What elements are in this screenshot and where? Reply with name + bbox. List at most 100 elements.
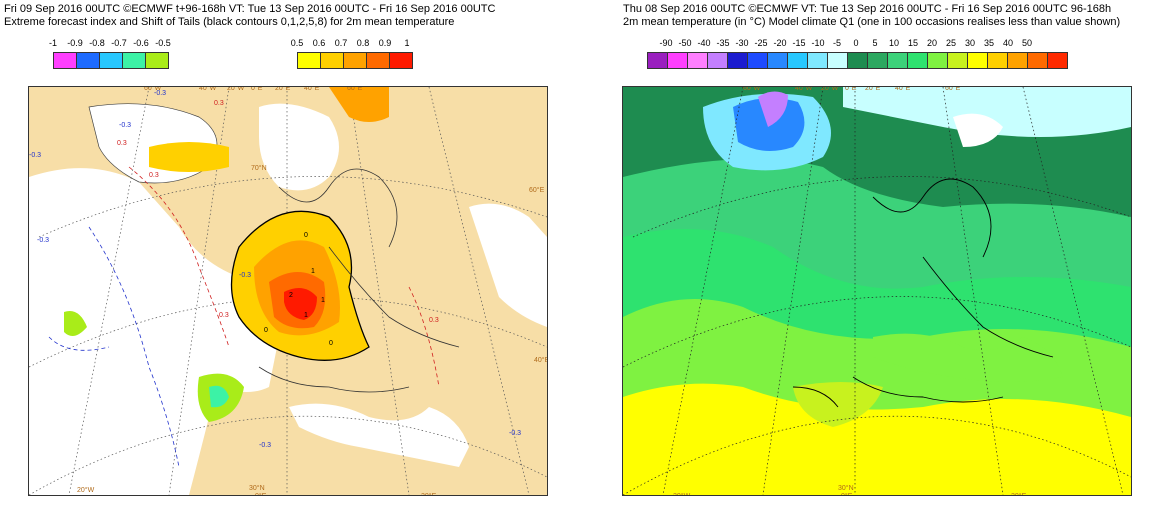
- climate-tick-label: 40: [1002, 38, 1013, 48]
- efi-bottom-geo-label: 20°W: [77, 487, 95, 494]
- climate-swatch: [887, 52, 908, 69]
- climate-swatch: [707, 52, 728, 69]
- efi-pos-tick-label: 0.5: [290, 38, 304, 48]
- climate-tick-label: -40: [697, 38, 711, 48]
- efi-neg-swatch: [53, 52, 77, 69]
- climate-tick-label: 15: [907, 38, 918, 48]
- climate-swatch: [907, 52, 928, 69]
- climate-top-geo-label: 0°E: [845, 86, 857, 92]
- climate-top-geo-label: 20°W: [821, 86, 839, 92]
- efi-top-geo-label: 20°E: [275, 86, 291, 92]
- efi-pos-tick-label: 0.9: [378, 38, 392, 48]
- climate-tick-label: -50: [678, 38, 692, 48]
- climate-top-geo-label: 60°E: [945, 86, 961, 92]
- climate-side-geo-label: 40°E: [1131, 357, 1132, 364]
- efi-panel: Fri 09 Sep 2016 00UTC ©ECMWF t+96-168h V…: [4, 3, 548, 496]
- climate-tick-label: -25: [754, 38, 768, 48]
- efi-map[interactable]: -0.3 0.3 0.3 -0.3 -0.3 0.3 -0.3 0.3 -0.3 -0.3 0.3 -…: [28, 86, 548, 496]
- efi-pos-tick-label: 0.7: [334, 38, 348, 48]
- efi-neg-swatch: [99, 52, 123, 69]
- climate-panel: Thu 08 Sep 2016 00UTC ©ECMWF VT: Tue 13 …: [576, 0, 1152, 509]
- efi-neg-tick-label: -0.5: [155, 38, 171, 48]
- climate-swatch: [1047, 52, 1068, 69]
- climate-top-geo-label: 20°E: [865, 86, 881, 92]
- climate-tick-label: -20: [773, 38, 787, 48]
- efi-side-geo-label: 60°E: [529, 187, 545, 194]
- efi-contour-label: -0.3: [509, 430, 521, 437]
- climate-swatch: [687, 52, 708, 69]
- climate-map[interactable]: 60°W40°W20°W0°E20°E40°E60°E 60°W40°W60°E…: [622, 86, 1132, 496]
- climate-swatch: [767, 52, 788, 69]
- climate-swatch: [1027, 52, 1048, 69]
- climate-title-line2: 2m mean temperature (in °C) Model climat…: [623, 16, 1121, 28]
- climate-tick-label: -15: [792, 38, 806, 48]
- efi-pos-tick-label: 0.6: [312, 38, 326, 48]
- efi-map-svg: -0.3 0.3 0.3 -0.3 -0.3 0.3 -0.3 0.3 -0.3 -0.3 0.3 -…: [29, 87, 547, 495]
- climate-tick-label: -90: [659, 38, 673, 48]
- climate-swatch: [947, 52, 968, 69]
- climate-tick-label: 35: [983, 38, 994, 48]
- climate-tick-label: 10: [888, 38, 899, 48]
- efi-contour-label: 0.3: [214, 100, 224, 107]
- climate-tick-label: 50: [1021, 38, 1032, 48]
- climate-swatch: [847, 52, 868, 69]
- climate-swatch: [1007, 52, 1028, 69]
- climate-swatch: [987, 52, 1008, 69]
- climate-tick-label: 25: [945, 38, 956, 48]
- climate-bottom-geo-label: 30°N: [838, 485, 854, 492]
- climate-tick-label: 0: [853, 38, 859, 48]
- efi-contour-label: 0.3: [219, 312, 229, 319]
- efi-bottom-geo-label: 20°E: [421, 493, 436, 495]
- climate-swatch: [807, 52, 828, 69]
- efi-neg-tick-label: -1: [48, 38, 57, 48]
- efi-contour-label: -0.3: [259, 442, 271, 449]
- climate-swatch: [727, 52, 748, 69]
- efi-title-line1: Fri 09 Sep 2016 00UTC ©ECMWF t+96-168h V…: [4, 3, 496, 15]
- climate-swatch: [647, 52, 668, 69]
- efi-neg-tick-label: -0.8: [89, 38, 105, 48]
- climate-swatch: [867, 52, 888, 69]
- climate-swatch: [927, 52, 948, 69]
- efi-top-geo-label: 40°E: [304, 86, 320, 92]
- efi-pos-tick-label: 0.8: [356, 38, 370, 48]
- efi-sot-label: 1: [321, 297, 325, 304]
- climate-swatch: [967, 52, 988, 69]
- efi-top-geo-label: 0°E: [251, 86, 263, 92]
- efi-pos-tick-label: 1: [404, 38, 410, 48]
- efi-neg-tick-label: -0.9: [67, 38, 83, 48]
- efi-top-geo-label: 40°W: [199, 86, 217, 92]
- efi-bottom-geo-label: 0°E: [255, 493, 266, 495]
- climate-tick-label: -35: [716, 38, 730, 48]
- efi-neg-swatch: [76, 52, 100, 69]
- efi-pos-swatch: [343, 52, 367, 69]
- climate-side-geo-label: 60°E: [1131, 187, 1132, 194]
- climate-tick-label: -10: [811, 38, 825, 48]
- climate-bottom-geo-label: 20°E: [1011, 493, 1026, 495]
- efi-contour-label: 0.3: [149, 172, 159, 179]
- climate-bottom-geo-label: 0°E: [841, 493, 852, 495]
- climate-top-geo-label: 40°W: [795, 86, 813, 92]
- efi-neg-tick-label: -0.6: [133, 38, 149, 48]
- climate-map-svg: [623, 87, 1131, 495]
- efi-sot-label: 1: [311, 268, 315, 275]
- efi-negative-legend: -1 -0.9 -0.8 -0.7 -0.6 -0.5: [49, 38, 171, 69]
- efi-top-geo-label: 20°W: [227, 86, 245, 92]
- climate-tick-label: 5: [872, 38, 878, 48]
- efi-contour-label: 0.3: [429, 317, 439, 324]
- efi-pos-swatch: [297, 52, 321, 69]
- efi-contour-label: -0.3: [29, 152, 41, 159]
- efi-sot-label: 1: [304, 312, 308, 319]
- efi-title-line2: Extreme forecast index and Shift of Tail…: [4, 16, 455, 28]
- efi-top-geo-label: 60°W: [144, 86, 162, 92]
- efi-top-geo-label: 60°E: [347, 86, 363, 92]
- efi-bottom-geo-label: 30°N: [249, 485, 265, 492]
- climate-tick-label: -30: [735, 38, 749, 48]
- efi-positive-legend: 0.5 0.6 0.7 0.8 0.9 1: [291, 38, 413, 69]
- efi-neg-swatch: [122, 52, 146, 69]
- climate-swatch: [787, 52, 808, 69]
- efi-side-geo-label: 40°E: [534, 357, 548, 364]
- efi-contour-label: 0.3: [117, 140, 127, 147]
- efi-contour-label: -0.3: [239, 272, 251, 279]
- efi-sot-label: 2: [289, 292, 293, 299]
- efi-neg-tick-label: -0.7: [111, 38, 127, 48]
